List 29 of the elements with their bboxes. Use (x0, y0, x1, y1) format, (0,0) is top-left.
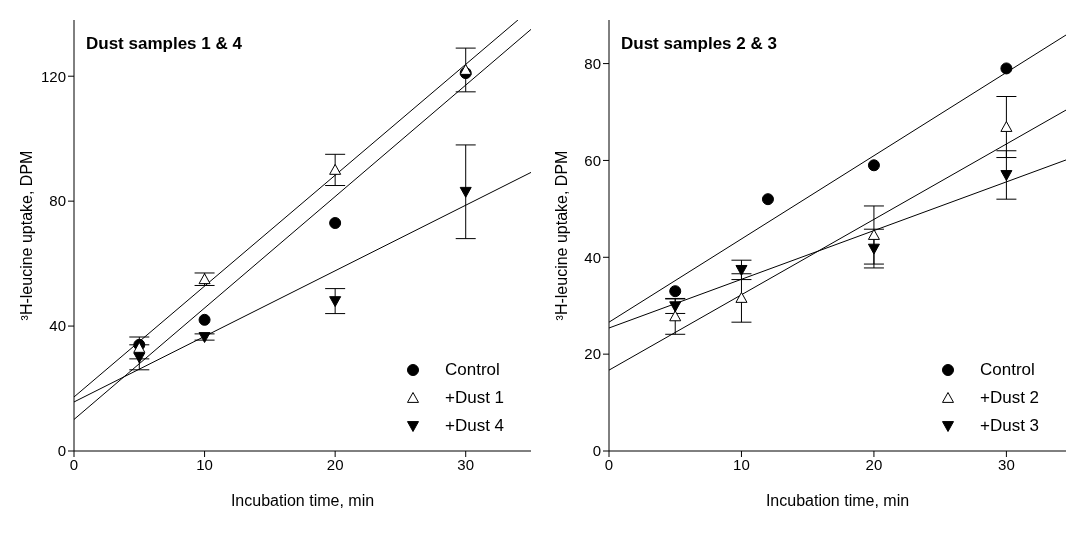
y-tick-label: 60 (584, 151, 601, 169)
x-tick-label: 20 (865, 455, 883, 473)
legend-label: +Dust 2 (980, 388, 1040, 408)
legend-label: +Dust 4 (445, 416, 505, 436)
x-axis-title: Incubation time, min (230, 492, 375, 510)
text: Dust samples 2 & 3 (621, 34, 777, 54)
legend-label: Control (980, 360, 1035, 380)
x-axis-title: Incubation time, min (765, 492, 910, 510)
x-tick-label: 10 (196, 455, 213, 473)
text: Dust samples 1 & 4 (86, 34, 242, 54)
y-tick-label: 120 (40, 67, 66, 85)
x-tick-label: 30 (998, 455, 1015, 473)
y-tick-label: 0 (57, 442, 66, 460)
x-tick-label: 20 (326, 455, 344, 473)
x-tick-label: 10 (733, 455, 750, 473)
y-axis-title: ³H-leucine uptake, DPM (552, 150, 570, 321)
y-tick-label: 40 (49, 317, 66, 335)
x-tick-label: 30 (457, 455, 475, 473)
legend-label: +Dust 1 (445, 388, 505, 408)
y-tick-label: 20 (584, 345, 601, 363)
y-tick-label: 40 (584, 248, 601, 266)
x-tick-label: 0 (69, 455, 79, 473)
legend-label: Control (445, 360, 500, 380)
y-tick-label: 80 (584, 54, 601, 72)
legend-label: +Dust 3 (980, 416, 1040, 436)
y-axis-title: ³H-leucine uptake, DPM (17, 150, 35, 321)
x-tick-label: 0 (604, 455, 614, 473)
y-tick-label: 80 (49, 192, 66, 210)
y-tick-label: 0 (592, 442, 601, 460)
